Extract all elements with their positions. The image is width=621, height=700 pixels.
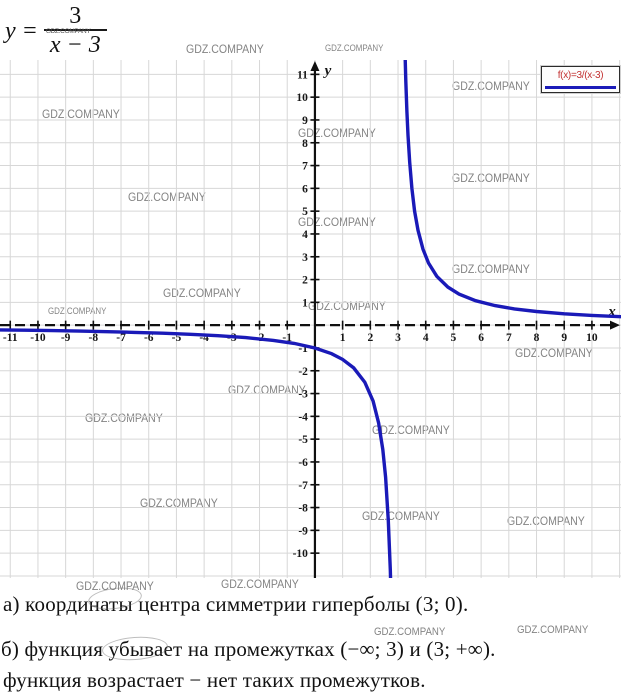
y-tick-label: -10: [293, 548, 309, 560]
x-tick-label: -1: [282, 332, 292, 344]
x-axis-arrow: [610, 320, 620, 330]
legend-label: f(x)=3/(x-3): [557, 70, 604, 81]
watermark: GDZ.COMPANY: [221, 577, 299, 591]
y-tick-label: -7: [298, 480, 308, 492]
y-tick-label: 11: [297, 69, 308, 81]
watermark: GDZ.COMPANY: [163, 286, 241, 300]
watermark: GDZ.COMPANY: [42, 107, 120, 121]
x-tick-label: 8: [534, 332, 540, 344]
x-tick-label: 5: [451, 332, 457, 344]
y-tick-label: 2: [302, 275, 308, 287]
formula-numerator: 3: [69, 3, 82, 29]
x-tick-label: -6: [144, 332, 154, 344]
formula-denominator: x − 3: [43, 29, 107, 58]
y-axis-label: y: [323, 63, 332, 79]
hyperbola-curve: [403, 60, 621, 319]
watermark: GDZ.COMPANY: [48, 306, 107, 316]
watermark: GDZ.COMPANY: [298, 215, 376, 229]
watermark: GDZ.COMPANY: [374, 626, 446, 638]
y-tick-label: -8: [298, 503, 308, 515]
watermark: GDZ.COMPANY: [452, 171, 530, 185]
x-tick-label: 7: [506, 332, 512, 344]
grid: [0, 60, 621, 578]
formula-lhs: y =: [5, 17, 38, 44]
x-tick-label: -11: [3, 332, 18, 344]
y-axis-arrow: [310, 61, 320, 71]
y-tick-label: -4: [298, 411, 308, 423]
tick-labels: -11 -10 -9 -8 -7 -6 -5 -4 -3 -2 -1 1 2 3 4 5 6 7 8 9 10-10-9…: [3, 63, 616, 560]
watermark: GDZ.COMPANY: [128, 190, 206, 204]
x-tick-label: 4: [423, 332, 429, 344]
y-tick-label: -3: [298, 389, 308, 401]
x-tick-label: -8: [89, 332, 99, 344]
answer-line-a: а) координаты центра симметрии гиперболы…: [3, 592, 469, 616]
x-tick-label: 1: [340, 332, 346, 344]
x-tick-label: 9: [561, 332, 567, 344]
x-tick-label: 2: [367, 332, 373, 344]
watermark: GDZ.COMPANY: [452, 262, 530, 276]
watermark: GDZ.COMPANY: [362, 509, 440, 523]
y-tick-label: 6: [302, 183, 308, 195]
watermark: GDZ.COMPANY: [85, 411, 163, 425]
x-tick-label: -9: [61, 332, 71, 344]
x-tick-label: -4: [199, 332, 209, 344]
watermark: GDZ.COMPANY: [517, 624, 589, 636]
y-tick-label: -2: [298, 366, 308, 378]
watermark: GDZ.COMPANY: [140, 496, 218, 510]
x-tick-label: -10: [30, 332, 46, 344]
y-tick-label: 4: [302, 229, 308, 241]
x-tick-label: 3: [395, 332, 401, 344]
watermark: GDZ.COMPANY: [372, 423, 450, 437]
y-tick-label: -5: [298, 434, 308, 446]
answer-line-c: функция возрастает − нет таких промежутк…: [3, 668, 426, 692]
formula-fraction: 3 x − 3 GDZ.COMPANY: [43, 3, 107, 59]
watermark: GDZ.COMPANY: [45, 28, 91, 35]
legend-line-sample: [545, 85, 616, 89]
y-tick-label: -6: [298, 457, 308, 469]
y-tick-label: 1: [302, 297, 308, 309]
y-tick-label: 10: [296, 92, 308, 104]
watermark: GDZ.COMPANY: [452, 79, 530, 93]
legend-box: f(x)=3/(x-3): [541, 66, 620, 93]
answer-line-b: б) функция убывает на промежутках (−∞; 3…: [1, 637, 496, 661]
watermark: GDZ.COMPANY: [515, 346, 593, 360]
watermark: GDZ.COMPANY: [186, 42, 264, 56]
watermark: GDZ.COMPANY: [76, 579, 154, 593]
graph-svg: -11 -10 -9 -8 -7 -6 -5 -4 -3 -2 -1 1 2 3 4 5 6 7 8 9 10-10-9…: [0, 60, 621, 578]
y-tick-label: -9: [298, 525, 308, 537]
x-tick-label: 6: [478, 332, 484, 344]
y-tick-label: 8: [302, 138, 308, 150]
x-tick-label: -5: [172, 332, 182, 344]
y-tick-label: 3: [302, 252, 308, 264]
x-tick-label: 10: [586, 332, 598, 344]
y-tick-label: 5: [302, 206, 308, 218]
x-axis-label: x: [607, 304, 616, 320]
formula: y = 3 x − 3 GDZ.COMPANY: [5, 3, 107, 59]
plot-area: -11 -10 -9 -8 -7 -6 -5 -4 -3 -2 -1 1 2 3 4 5 6 7 8 9 10 -10 -9…: [0, 60, 621, 578]
y-tick-label: 7: [302, 161, 308, 173]
x-tick-label: -7: [116, 332, 126, 344]
watermark: GDZ.COMPANY: [325, 43, 384, 53]
watermark: GDZ.COMPANY: [298, 126, 376, 140]
y-tick-label: -1: [298, 343, 308, 355]
hyperbola-curve: [0, 328, 393, 578]
y-tick-label: 9: [302, 115, 308, 127]
watermark: GDZ.COMPANY: [507, 514, 585, 528]
